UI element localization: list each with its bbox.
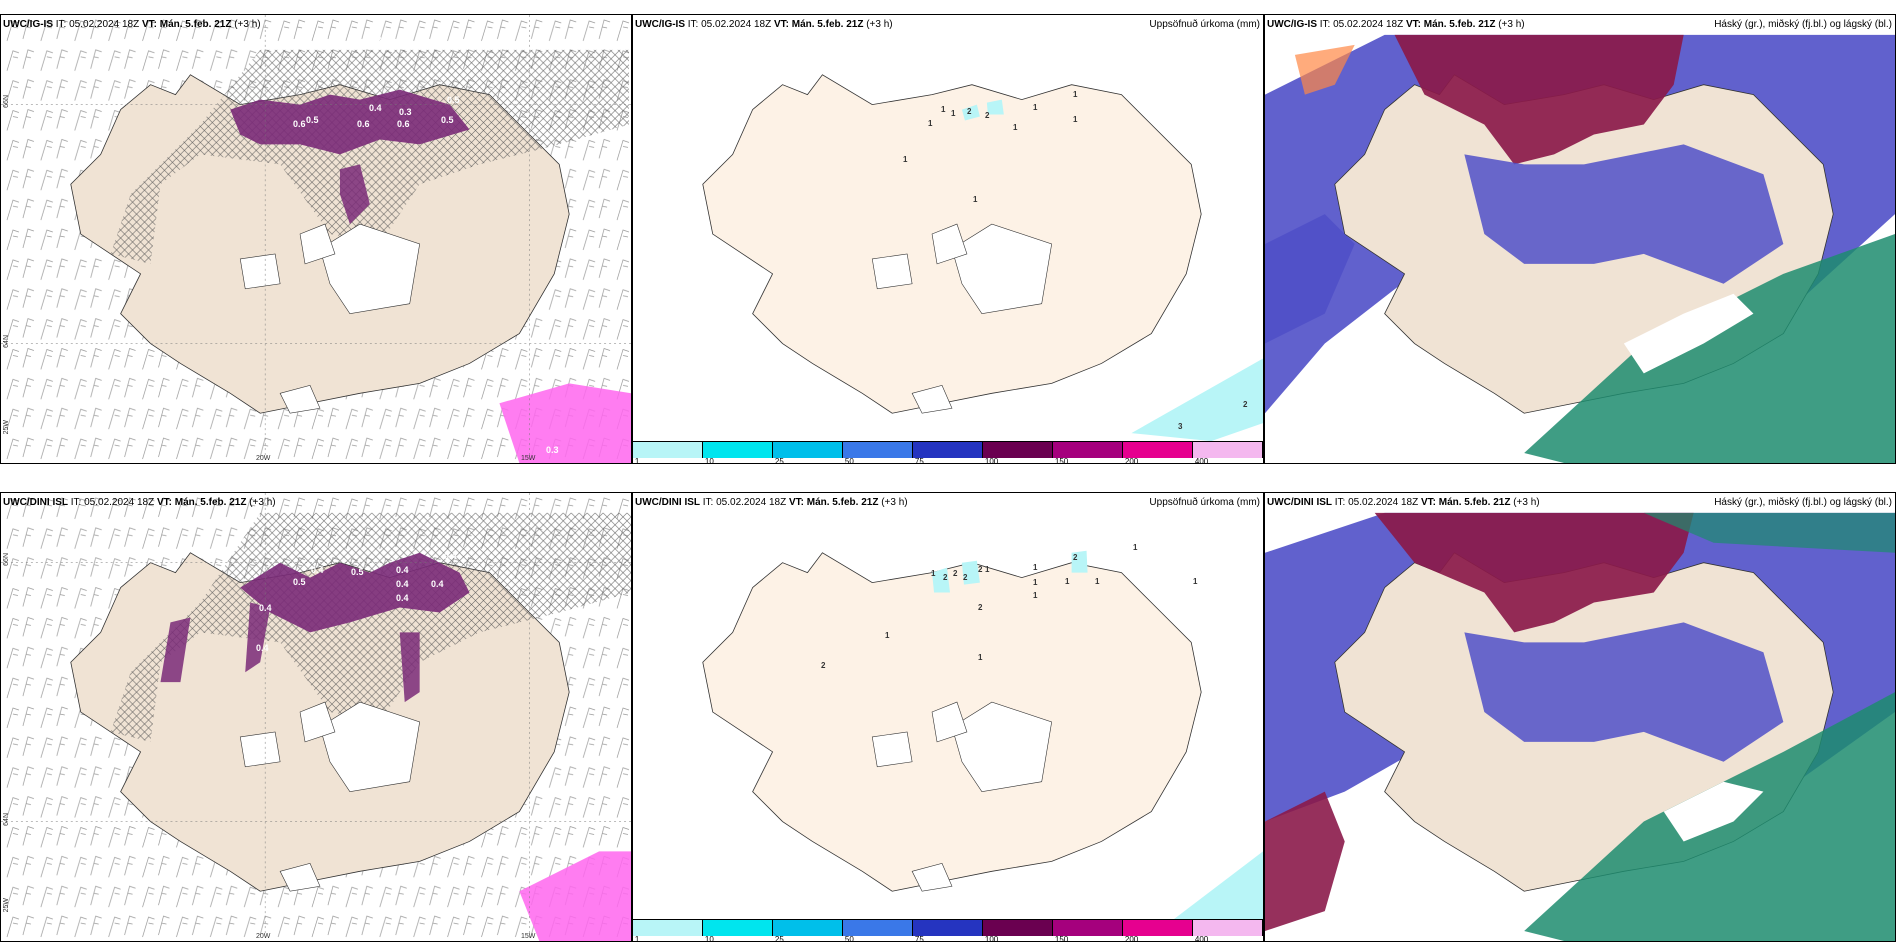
colorbar-swatch	[913, 442, 983, 458]
map-panel-clouds-top: UWC/IG-IS IT: 05.02.2024 18Z VT: Mán. 5.…	[1264, 14, 1896, 464]
precip-map-bottom	[702, 550, 1263, 922]
colorbar-swatch	[983, 920, 1053, 936]
colorbar-swatch	[913, 920, 983, 936]
panel-title: UWC/DINI ISL IT: 05.02.2024 18Z VT: Mán.…	[1267, 497, 1540, 508]
colorbar-swatch	[1123, 920, 1193, 936]
colorbar-label: 100	[984, 935, 999, 942]
lon-label: 20W	[256, 455, 271, 462]
lon-label: 25W	[3, 420, 10, 435]
map-panel-precip-top: UWC/IG-IS IT: 05.02.2024 18Z VT: Mán. 5.…	[632, 14, 1264, 464]
cloud-map-top	[1265, 15, 1895, 463]
colorbar-label: 200	[1124, 935, 1139, 942]
cloud-map-bottom	[1265, 493, 1895, 941]
lat-label: 64N	[3, 813, 10, 826]
colorbar-label: 25	[774, 935, 784, 942]
lon-label: 15W	[521, 933, 536, 940]
precip-map-top	[702, 74, 1263, 442]
panel-title: UWC/IG-IS IT: 05.02.2024 18Z VT: Mán. 5.…	[3, 19, 261, 30]
colorbar-swatch	[703, 920, 773, 936]
colorbar-label: 50	[844, 457, 854, 464]
panel-field-title: Háský (gr.), miðský (fj.bl.) og lágský (…	[1714, 19, 1892, 30]
lon-label: 20W	[256, 933, 271, 940]
colorbar-swatch	[983, 442, 1053, 458]
panel-title: UWC/IG-IS IT: 05.02.2024 18Z VT: Mán. 5.…	[1267, 19, 1525, 30]
colorbar-label: 10	[704, 935, 714, 942]
panel-title: UWC/DINI ISL IT: 05.02.2024 18Z VT: Mán.…	[3, 497, 276, 508]
colorbar-label: 150	[1054, 935, 1069, 942]
colorbar-swatch	[773, 442, 843, 458]
colorbar-label: 200	[1124, 457, 1139, 464]
panel-title: UWC/IG-IS IT: 05.02.2024 18Z VT: Mán. 5.…	[635, 19, 893, 30]
map-panel-clouds-bottom: UWC/DINI ISL IT: 05.02.2024 18Z VT: Mán.…	[1264, 492, 1896, 942]
lat-label: 64N	[3, 335, 10, 348]
colorbar-swatch	[773, 920, 843, 936]
panel-field-title: Uppsöfnuð úrkoma (mm)	[1149, 497, 1260, 508]
colorbar-label: 75	[914, 457, 924, 464]
colorbar-label: 25	[774, 457, 784, 464]
icing-map-top	[1, 15, 631, 463]
lat-label: 66N	[3, 95, 10, 108]
colorbar-label: 150	[1054, 457, 1069, 464]
map-panel-precip-bottom: UWC/DINI ISL IT: 05.02.2024 18Z VT: Mán.…	[632, 492, 1264, 942]
map-panel-icing-bottom: UWC/DINI ISL IT: 05.02.2024 18Z VT: Mán.…	[0, 492, 632, 942]
colorbar-swatch	[1053, 442, 1123, 458]
colorbar-label: 100	[984, 457, 999, 464]
colorbar-swatch	[703, 442, 773, 458]
panel-field-title: Uppsöfnuð úrkoma (mm)	[1149, 19, 1260, 30]
colorbar-label: 75	[914, 935, 924, 942]
colorbar-swatch	[843, 920, 913, 936]
panel-field-title: Háský (gr.), miðský (fj.bl.) og lágský (…	[1714, 497, 1892, 508]
precip-colorbar: 1 10 25 50 75 100 150 200 400	[633, 919, 1263, 941]
colorbar-label: 400	[1194, 457, 1209, 464]
colorbar-swatch	[1193, 442, 1263, 458]
colorbar-label: 1	[634, 457, 640, 464]
colorbar-swatch	[843, 442, 913, 458]
colorbar-swatch	[1053, 920, 1123, 936]
map-panel-icing-top: UWC/IG-IS IT: 05.02.2024 18Z VT: Mán. 5.…	[0, 14, 632, 464]
panel-title: UWC/DINI ISL IT: 05.02.2024 18Z VT: Mán.…	[635, 497, 908, 508]
lat-label: 66N	[3, 553, 10, 566]
colorbar-label: 1	[634, 935, 640, 942]
colorbar-label: 400	[1194, 935, 1209, 942]
colorbar-label: 10	[704, 457, 714, 464]
colorbar-swatch	[1123, 442, 1193, 458]
colorbar-label: 50	[844, 935, 854, 942]
colorbar-swatch	[1193, 920, 1263, 936]
icing-map-bottom	[1, 493, 631, 941]
colorbar-swatch	[633, 920, 703, 936]
lon-label: 25W	[3, 898, 10, 913]
lon-label: 15W	[521, 455, 536, 462]
colorbar-swatch	[633, 442, 703, 458]
precip-colorbar: 1 10 25 50 75 100 150 200 400	[633, 441, 1263, 463]
